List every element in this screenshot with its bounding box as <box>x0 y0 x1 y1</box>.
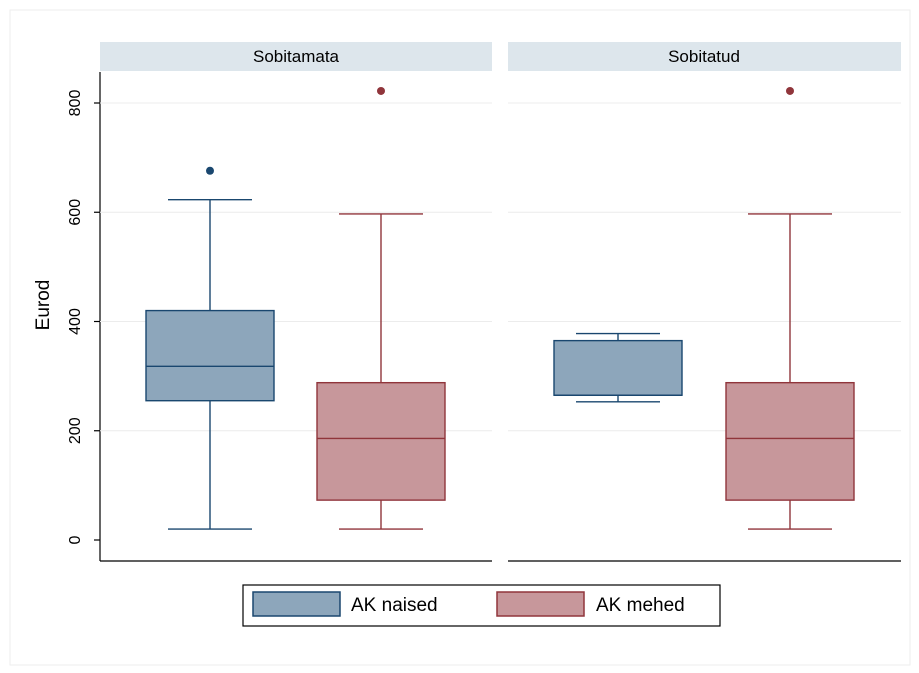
y-tick-label-800: 800 <box>67 90 84 117</box>
iqr-box-panel-1-ak-mehed <box>316 381 446 501</box>
outlier-panel-1-ak-mehed-1 <box>377 86 385 95</box>
y-tick-label-600: 600 <box>67 199 84 226</box>
legend-label-ak-mehed: AK mehed <box>596 595 685 616</box>
panel-strip-left <box>100 42 492 71</box>
legend-label-ak-naised: AK naised <box>351 595 438 616</box>
boxes-layer <box>145 86 855 530</box>
y-tick-label-400: 400 <box>67 308 84 335</box>
outlier-panel-1-ak-naised-1 <box>206 166 214 175</box>
legend: AK naised AK mehed <box>242 584 721 627</box>
iqr-box-panel-1-ak-naised <box>145 309 275 402</box>
legend-swatch-ak-naised <box>252 591 341 617</box>
panel-title-left: Sobitamata <box>253 47 340 66</box>
box-panel-2-ak-mehed <box>725 86 855 530</box>
legend-swatch-ak-mehed <box>496 591 585 617</box>
panel-title-right: Sobitatud <box>668 47 740 66</box>
y-ticks: 0 200 400 600 800 <box>67 90 100 544</box>
y-axis-label: Eurod <box>33 280 54 331</box>
box-panel-2-ak-naised <box>553 332 683 403</box>
box-panel-1-ak-naised <box>145 166 275 530</box>
iqr-box-panel-2-ak-mehed <box>725 381 855 501</box>
y-tick-label-200: 200 <box>67 417 84 444</box>
outlier-panel-2-ak-mehed-1 <box>786 86 794 95</box>
y-tick-label-0: 0 <box>67 535 84 544</box>
chart-background <box>9 9 911 666</box>
box-panel-1-ak-mehed <box>316 86 446 530</box>
iqr-box-panel-2-ak-naised <box>553 339 683 396</box>
panel-strip-right <box>508 42 901 71</box>
